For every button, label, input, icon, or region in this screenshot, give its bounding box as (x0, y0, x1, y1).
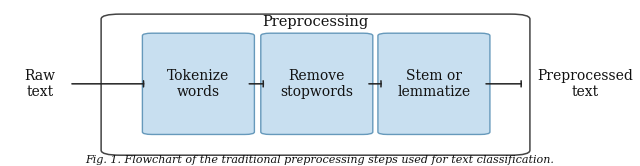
Text: Remove
stopwords: Remove stopwords (280, 69, 353, 99)
FancyBboxPatch shape (378, 33, 490, 134)
Text: Tokenize
words: Tokenize words (167, 69, 230, 99)
Text: Fig. 1. Flowchart of the traditional preprocessing steps used for text classific: Fig. 1. Flowchart of the traditional pre… (86, 155, 554, 165)
Text: Preprocessed
text: Preprocessed text (538, 69, 634, 99)
FancyBboxPatch shape (261, 33, 372, 134)
Text: Stem or
lemmatize: Stem or lemmatize (397, 69, 470, 99)
FancyBboxPatch shape (142, 33, 254, 134)
Text: Raw
text: Raw text (24, 69, 55, 99)
FancyBboxPatch shape (101, 14, 530, 155)
Text: Preprocessing: Preprocessing (262, 15, 369, 29)
